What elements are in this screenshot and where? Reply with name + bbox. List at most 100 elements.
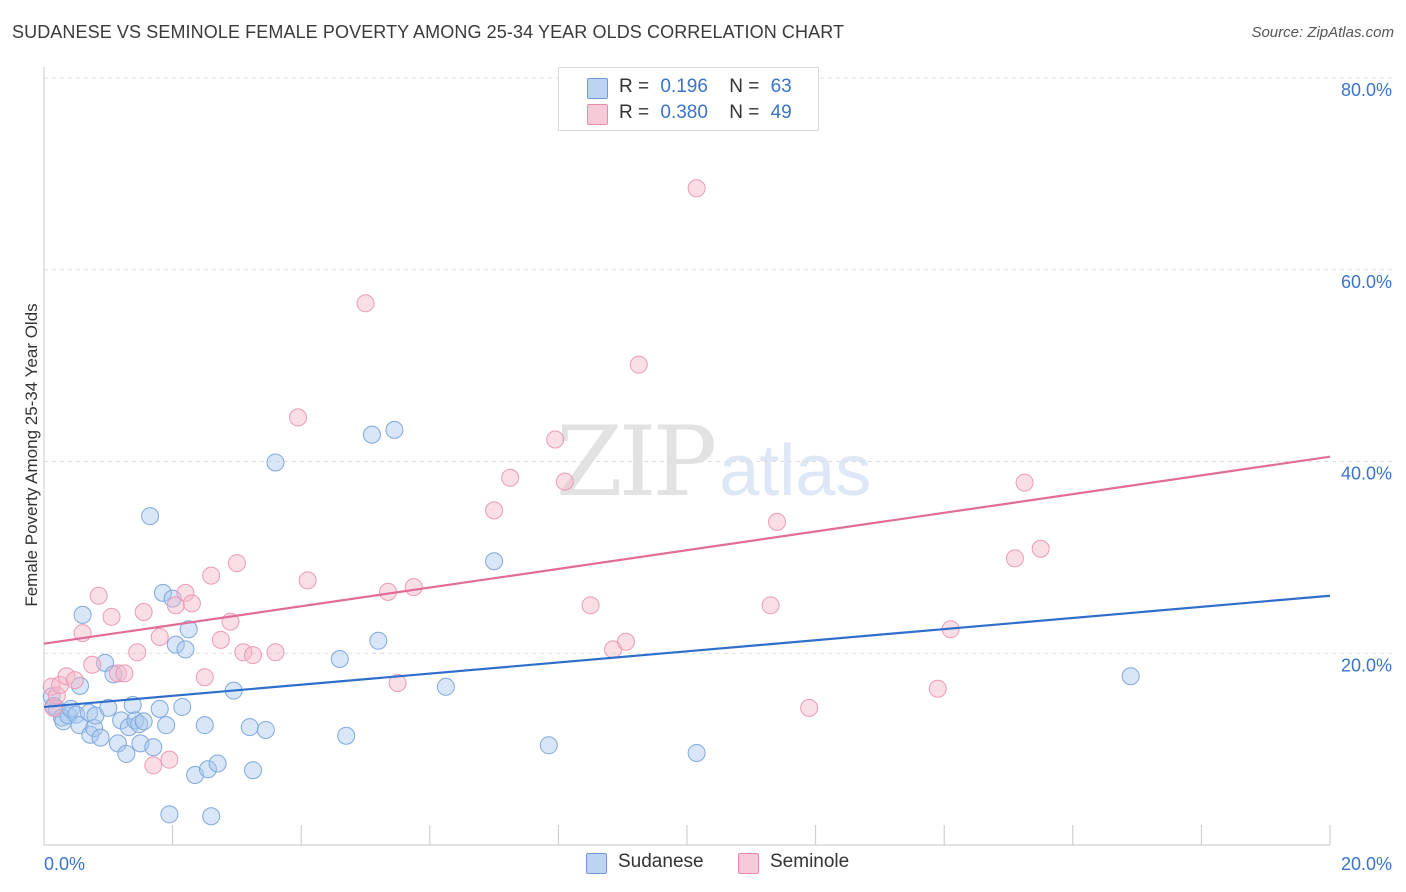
sudanese-point (173, 697, 192, 716)
sudanese-point (240, 718, 259, 737)
sudanese-point (160, 805, 179, 824)
seminole-point (288, 408, 307, 427)
y-tick-label: 20.0% (1341, 655, 1392, 675)
n-label: N = (729, 102, 760, 123)
seminole-point (89, 586, 108, 605)
seminole-point (356, 294, 375, 313)
sudanese-point (73, 605, 92, 624)
seminole-point (150, 627, 169, 646)
seminole-point (83, 655, 102, 674)
sudanese-point (134, 712, 153, 731)
sudanese-point (266, 453, 285, 472)
r-label: R = (619, 76, 650, 97)
sudanese-point (144, 738, 163, 757)
sudanese-point (179, 620, 198, 639)
sudanese-point (157, 716, 176, 735)
seminole-point (485, 501, 504, 520)
seminole-point (555, 472, 574, 491)
seminole-point (1005, 549, 1024, 568)
source-label: Source: ZipAtlas.com (1251, 24, 1394, 41)
sudanese-point (330, 650, 349, 669)
n-label: N = (729, 76, 760, 97)
trend-lines (43, 455, 1331, 709)
sudanese-point (687, 743, 706, 762)
sudanese-point (112, 711, 131, 730)
sudanese-point (166, 635, 185, 654)
seminole-point (227, 554, 246, 573)
x-tick-label: 0.0% (44, 854, 85, 874)
sudanese-point (123, 696, 142, 715)
n-value: 63 (770, 76, 792, 97)
sudanese-point (256, 720, 275, 739)
seminole-point (298, 571, 317, 590)
sudanese-point (150, 699, 169, 718)
r-value: 0.380 (660, 102, 708, 123)
sudanese-point (539, 736, 558, 755)
sudanese-point (337, 726, 356, 745)
seminole-point (144, 756, 163, 775)
legend-swatch-seminole (738, 853, 759, 874)
seminole-point (616, 632, 635, 651)
y-tick-label: 60.0% (1341, 272, 1392, 292)
sudanese-point (91, 728, 110, 747)
seminole-point (47, 686, 66, 705)
seminole-point (1031, 539, 1050, 558)
sudanese-point (99, 698, 118, 717)
sudanese-point (1121, 667, 1140, 686)
seminole-point (176, 583, 195, 602)
seminole-trend-line (43, 455, 1331, 645)
seminole-point (581, 596, 600, 615)
seminole-point (211, 630, 230, 649)
grid-lines (44, 77, 1392, 654)
seminole-point (629, 355, 648, 374)
legend-swatch-seminole (587, 104, 608, 125)
sudanese-point (243, 761, 262, 780)
sudanese-point (208, 754, 227, 773)
seminole-point (800, 698, 819, 717)
y-tick-label: 40.0% (1341, 464, 1392, 484)
seminole-point (134, 603, 153, 622)
seminole-point (182, 594, 201, 613)
sudanese-point (176, 640, 195, 659)
x-tick-label: 20.0% (1341, 854, 1392, 874)
seminole-point (687, 179, 706, 198)
seminole-point (57, 667, 76, 686)
seminole-point (195, 668, 214, 687)
sudanese-point (71, 676, 90, 695)
sudanese-point (362, 425, 381, 444)
legend-swatch-sudanese (587, 78, 608, 99)
sudanese-point (385, 420, 404, 439)
legend-swatch-sudanese (586, 853, 607, 874)
seminole-point (266, 643, 285, 662)
seminole-point (128, 643, 147, 662)
seminole-point (404, 578, 423, 597)
sudanese-point (198, 760, 217, 779)
seminole-point (160, 750, 179, 769)
sudanese-point (485, 552, 504, 571)
seminole-point (928, 679, 947, 698)
seminole-point (65, 671, 84, 690)
tick-labels: 20.0% 40.0% 60.0% 80.0% 0.0% 20.0% (44, 80, 1392, 874)
seminole-point (166, 596, 185, 615)
seminole-point (546, 430, 565, 449)
seminole-point (768, 512, 787, 531)
sudanese-point (141, 507, 160, 526)
seminole-points (42, 179, 1050, 775)
sudanese-point (153, 583, 172, 602)
sudanese-point (117, 744, 136, 763)
chart-title: SUDANESE VS SEMINOLE FEMALE POVERTY AMON… (12, 22, 845, 42)
axes (43, 67, 1331, 846)
seminole-point (202, 566, 221, 585)
seminole-point (115, 664, 134, 683)
sudanese-point (436, 677, 455, 696)
stats-legend: R = 0.196 N = 63 R = 0.380 N = 49 (558, 67, 819, 131)
sudanese-trend-line (43, 594, 1331, 709)
seminole-point (761, 596, 780, 615)
r-label: R = (619, 102, 650, 123)
seminole-point (108, 664, 127, 683)
seminole-point (243, 646, 262, 665)
seminole-point (102, 607, 121, 626)
sudanese-point (202, 807, 221, 826)
seminole-point (1015, 473, 1034, 492)
